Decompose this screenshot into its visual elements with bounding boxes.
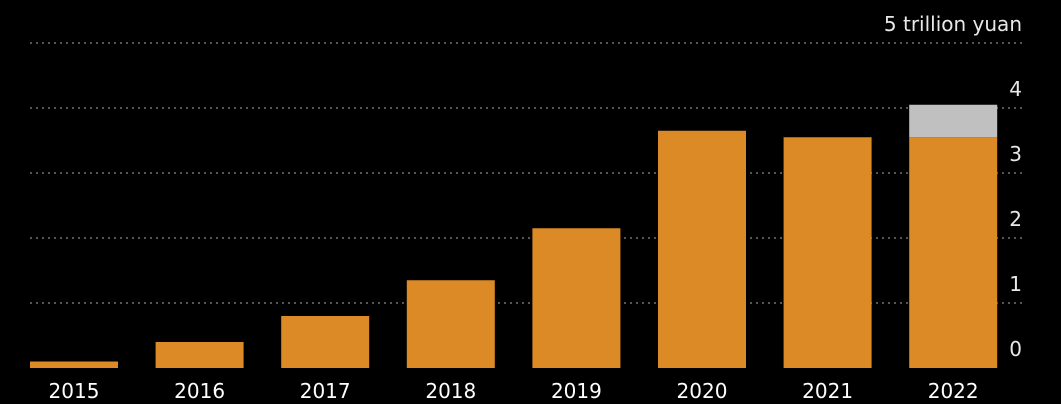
gridlines (30, 42, 1022, 304)
y-tick-label: 3 (1009, 142, 1022, 166)
bar-2016-series-0 (155, 342, 244, 368)
bar-2022-series-0 (909, 137, 998, 368)
x-category-label: 2020 (677, 379, 728, 403)
y-tick-label: 5 trillion yuan (884, 12, 1022, 36)
x-category-label: 2019 (551, 379, 602, 403)
y-tick-label: 0 (1009, 337, 1022, 361)
y-tick-label: 2 (1009, 207, 1022, 231)
x-category-label: 2016 (174, 379, 225, 403)
bar-2017-series-0 (281, 316, 370, 368)
x-category-label: 2021 (802, 379, 853, 403)
x-category-label: 2017 (300, 379, 351, 403)
x-category-label: 2018 (425, 379, 476, 403)
bars (30, 104, 998, 368)
bar-2019-series-0 (532, 228, 621, 368)
bar-2015-series-0 (30, 361, 118, 368)
x-category-label: 2022 (928, 379, 979, 403)
bar-2021-series-0 (783, 137, 872, 368)
x-axis-categories: 2015 2016 2017 2018 2019 2020 2021 2022 (49, 379, 979, 403)
bar-2022-series-1 (909, 104, 998, 138)
y-tick-label: 1 (1009, 272, 1022, 296)
x-category-label: 2015 (49, 379, 100, 403)
y-tick-label: 4 (1009, 77, 1022, 101)
y-axis-ticks: 0 1 2 3 4 5 trillion yuan (884, 12, 1022, 361)
bar-2018-series-0 (406, 280, 495, 368)
bar-2020-series-0 (658, 130, 746, 368)
